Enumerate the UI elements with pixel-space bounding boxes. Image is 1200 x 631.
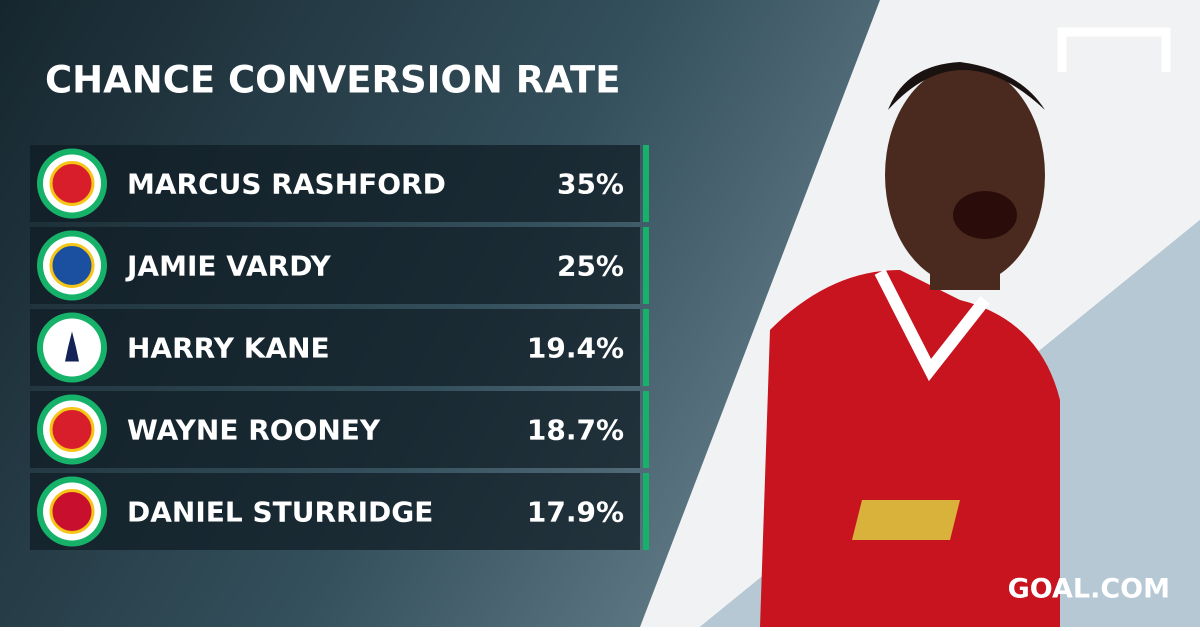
club-crest <box>49 489 95 534</box>
ranking-table: MARCUS RASHFORD 35% JAMIE VARDY 25% HARRY KA… <box>30 145 649 550</box>
club-crest <box>49 407 95 452</box>
row-accent <box>643 309 649 386</box>
player-name: MARCUS RASHFORD <box>127 168 446 201</box>
row-accent <box>643 145 649 222</box>
conversion-rate: 17.9% <box>527 496 624 529</box>
conversion-rate: 35% <box>557 168 624 201</box>
club-crest <box>49 243 95 288</box>
player-name: DANIEL STURRIDGE <box>127 496 433 529</box>
conversion-rate: 19.4% <box>527 332 624 365</box>
row-accent <box>643 391 649 468</box>
goal-logo <box>1057 27 1171 72</box>
conversion-rate: 25% <box>557 250 624 283</box>
row-background <box>30 391 640 468</box>
player-photo <box>760 62 1060 627</box>
title: CHANCE CONVERSION RATE <box>45 59 621 102</box>
row-accent <box>643 227 649 304</box>
player-name: WAYNE ROONEY <box>127 414 381 447</box>
club-crest <box>49 161 95 206</box>
brand: GOAL.COM <box>1008 574 1170 605</box>
player-name: HARRY KANE <box>127 332 330 365</box>
row-background <box>30 227 640 304</box>
conversion-rate: 18.7% <box>527 414 624 447</box>
row-accent <box>643 473 649 550</box>
row-background <box>30 309 640 386</box>
row-background <box>30 145 640 222</box>
player-name: JAMIE VARDY <box>125 250 331 283</box>
club-crest <box>65 331 79 362</box>
row-background <box>30 473 640 550</box>
